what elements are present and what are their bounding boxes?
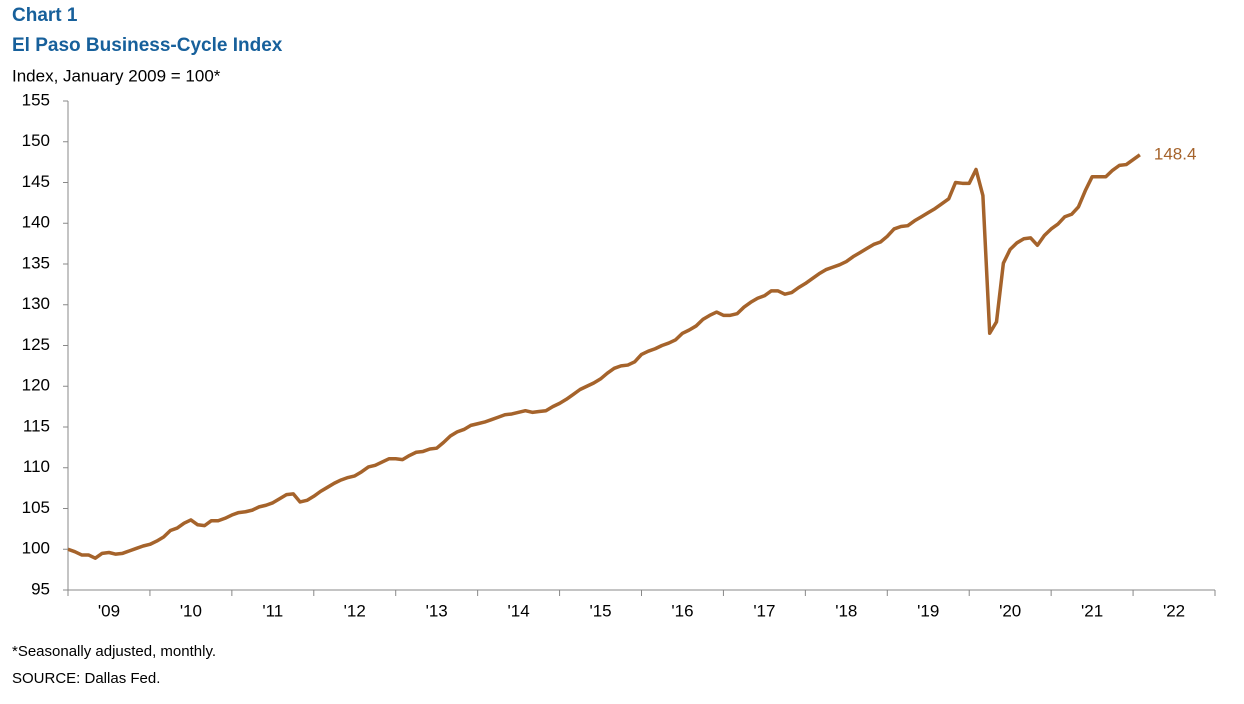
x-tick-label: '12 <box>344 601 366 620</box>
source: SOURCE: Dallas Fed. <box>12 670 160 687</box>
x-tick-label: '11 <box>262 601 283 620</box>
x-tick-label: '17 <box>753 601 775 620</box>
chart-title: Chart 1 <box>12 5 78 26</box>
chart-subtitle: El Paso Business-Cycle Index <box>12 35 283 56</box>
y-tick-label: 125 <box>22 335 50 354</box>
y-axis-label: Index, January 2009 = 100* <box>12 66 221 85</box>
x-tick-label: '15 <box>589 601 611 620</box>
x-tick-label: '21 <box>1081 601 1103 620</box>
y-tick-label: 95 <box>31 579 50 598</box>
x-tick-label: '18 <box>835 601 857 620</box>
y-tick-label: 110 <box>23 457 50 476</box>
y-tick-label: 115 <box>23 416 50 435</box>
y-tick-label: 155 <box>22 90 50 109</box>
y-tick-label: 145 <box>22 172 50 191</box>
x-tick-label: '16 <box>671 601 693 620</box>
x-tick-label: '09 <box>98 601 120 620</box>
x-tick-label: '10 <box>180 601 202 620</box>
footnote: *Seasonally adjusted, monthly. <box>12 643 216 660</box>
x-tick-label: '13 <box>426 601 448 620</box>
series-line <box>67 153 1141 560</box>
y-tick-label: 150 <box>22 131 50 150</box>
y-tick-label: 140 <box>22 213 50 232</box>
x-tick-label: '22 <box>1163 601 1185 620</box>
x-tick-label: '19 <box>917 601 939 620</box>
x-tick-label: '20 <box>999 601 1021 620</box>
x-tick-label: '14 <box>508 601 530 620</box>
y-tick-label: 120 <box>22 376 50 395</box>
y-tick-label: 135 <box>22 253 50 272</box>
y-tick-label: 100 <box>22 539 50 558</box>
y-tick-label: 130 <box>22 294 50 313</box>
end-value-label: 148.4 <box>1154 144 1197 163</box>
y-tick-label: 105 <box>22 498 50 517</box>
